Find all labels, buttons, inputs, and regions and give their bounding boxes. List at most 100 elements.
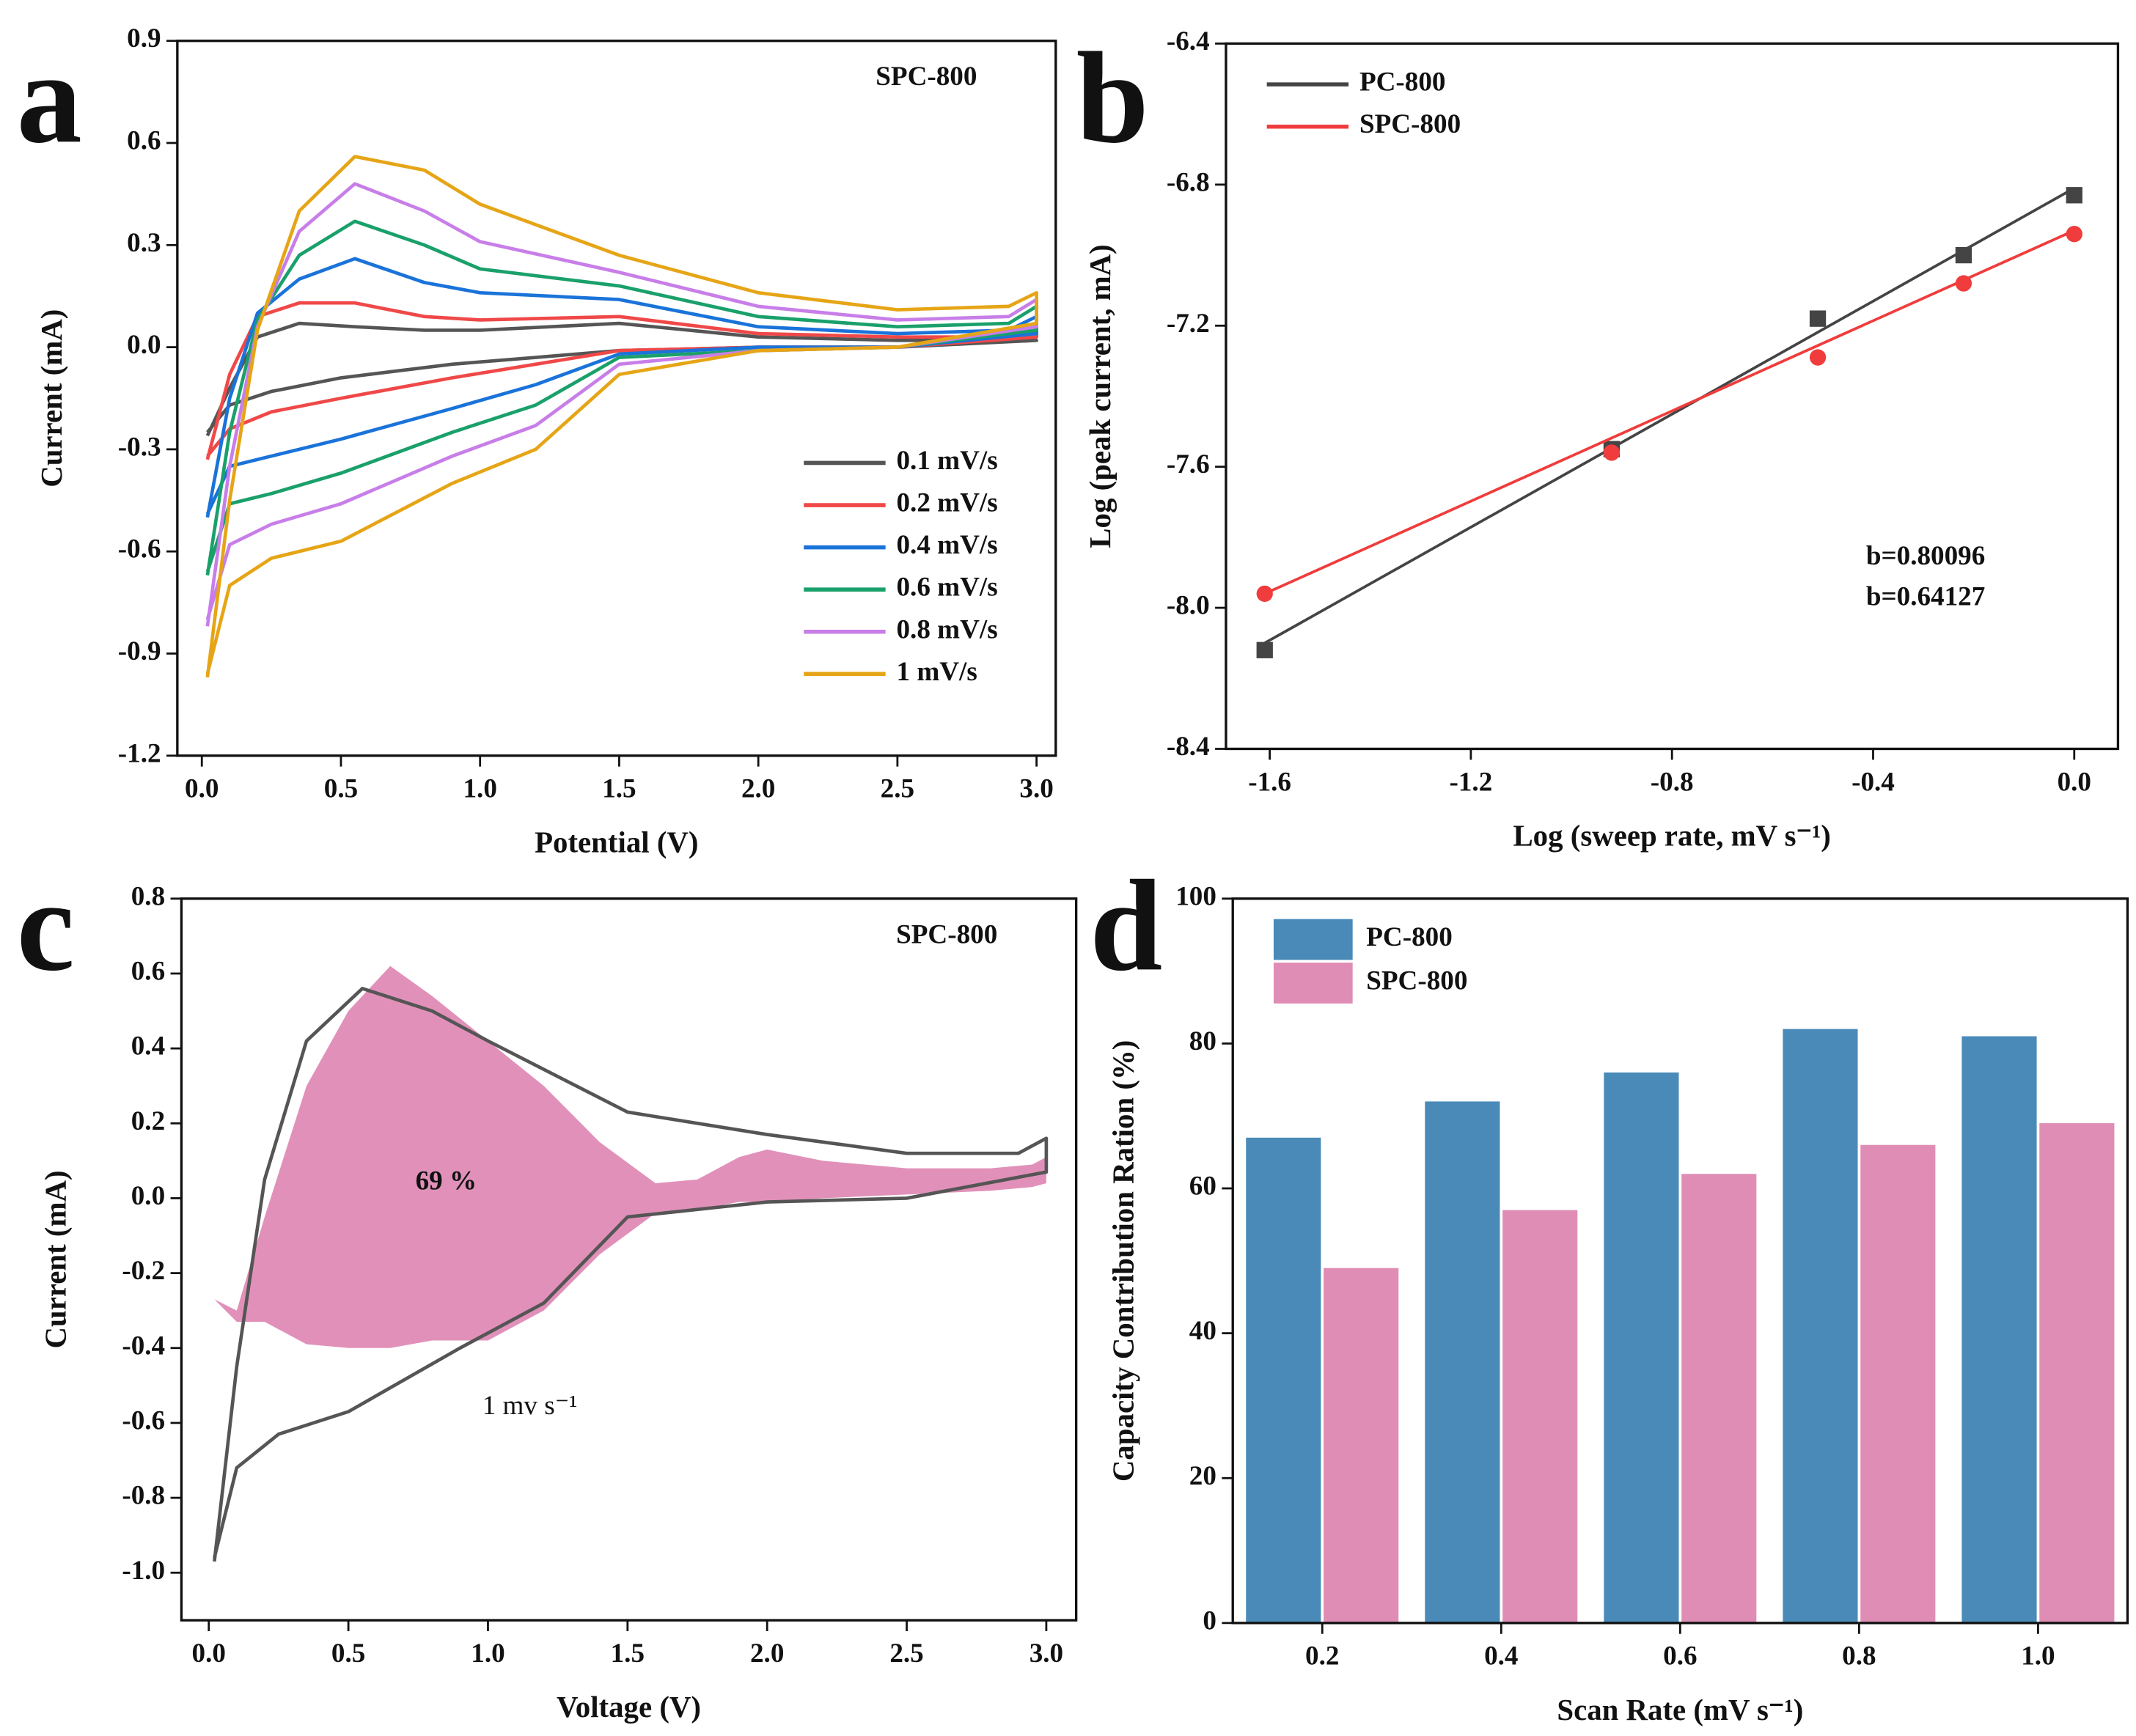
y-tick-label: 40 (1189, 1316, 1216, 1346)
y-axis-title: Current (mA) (40, 1170, 73, 1348)
y-tick-label: 0.6 (131, 956, 165, 986)
point (1955, 246, 1972, 264)
slope-label: b=0.80096 (1866, 541, 1985, 571)
bar (1604, 1072, 1679, 1623)
legend-label: 0.1 mV/s (896, 446, 997, 476)
point (1256, 641, 1273, 658)
bar (1324, 1268, 1399, 1623)
legend-label: 0.8 mV/s (896, 614, 997, 644)
legend-label: SPC-800 (1359, 109, 1461, 139)
x-tick-label: -1.2 (1450, 767, 1493, 797)
panel-letter: a (17, 25, 82, 170)
point (1809, 349, 1827, 366)
plot-frame (1225, 42, 2120, 751)
y-tick-label: 80 (1189, 1026, 1216, 1056)
x-tick-label: 2.5 (881, 774, 914, 804)
fit-line (1263, 187, 2075, 644)
y-tick-label: 0.9 (127, 23, 161, 54)
point (1603, 444, 1621, 461)
panel-letter: d (1090, 853, 1162, 998)
y-tick-label: 0.8 (131, 881, 165, 911)
bar (1783, 1029, 1858, 1623)
x-tick-label: 0.8 (1842, 1641, 1876, 1671)
y-tick-label: -8.0 (1167, 591, 1210, 621)
annotation: 1 mv s⁻¹ (482, 1391, 578, 1421)
cv-curve (213, 987, 1049, 1562)
x-tick-label: 2.5 (889, 1638, 923, 1669)
x-axis-title: Log (sweep rate, mV s⁻¹) (1513, 819, 1830, 852)
x-tick-label: 0.0 (2058, 767, 2091, 797)
y-tick-label: -1.2 (118, 738, 161, 768)
y-tick-label: -6.4 (1167, 26, 1210, 56)
annotation: 69 % (416, 1166, 477, 1196)
legend-label: 0.6 mV/s (896, 573, 997, 603)
x-tick-label: -0.8 (1651, 767, 1694, 797)
slope-label: b=0.64127 (1866, 582, 1985, 612)
x-tick-label: 1.0 (2021, 1641, 2055, 1671)
y-tick-label: 0.4 (131, 1031, 165, 1062)
y-tick-label: -0.3 (118, 432, 161, 462)
y-tick-label: 0.0 (127, 330, 161, 360)
y-axis-title: Current (mA) (35, 309, 68, 488)
point (2066, 187, 2082, 204)
x-tick-label: -0.4 (1851, 767, 1895, 797)
y-tick-label: 0.6 (127, 126, 161, 156)
x-tick-label: 1.5 (611, 1638, 645, 1669)
y-tick-label: 0.3 (127, 228, 161, 258)
y-tick-label: -0.6 (122, 1405, 165, 1435)
cv-curve (205, 182, 1038, 627)
x-tick-label: 0.0 (192, 1638, 226, 1669)
legend-label: SPC-800 (1366, 966, 1467, 996)
legend-label: PC-800 (1359, 67, 1446, 98)
panel-title: SPC-800 (876, 62, 977, 92)
cv-curve (205, 321, 1038, 437)
legend-swatch (1273, 963, 1353, 1004)
y-tick-label: 0 (1203, 1606, 1216, 1636)
point (1256, 585, 1273, 602)
x-axis-title: Potential (V) (535, 826, 698, 859)
y-tick-label: -8.4 (1167, 732, 1210, 762)
point (1955, 275, 1972, 292)
bar (1681, 1174, 1757, 1623)
bar (1246, 1137, 1321, 1623)
y-tick-label: -0.2 (122, 1256, 165, 1286)
y-tick-label: 20 (1189, 1461, 1216, 1491)
plot-frame (176, 40, 1057, 757)
x-tick-label: 2.0 (741, 774, 775, 804)
y-tick-label: -0.6 (118, 534, 161, 564)
y-tick-label: -0.8 (122, 1481, 165, 1511)
panel-letter: c (17, 853, 75, 998)
x-tick-label: 3.0 (1030, 1638, 1063, 1669)
bar (1502, 1210, 1578, 1623)
x-tick-label: 0.5 (331, 1638, 365, 1669)
panel-title: SPC-800 (896, 919, 997, 949)
x-axis-title: Scan Rate (mV s⁻¹) (1557, 1693, 1803, 1726)
legend-swatch (1273, 919, 1353, 960)
y-tick-label: -7.6 (1167, 449, 1210, 479)
legend-label: 0.2 mV/s (896, 488, 997, 518)
y-tick-label: 0.0 (131, 1181, 165, 1211)
x-tick-label: 0.4 (1484, 1641, 1518, 1671)
cv-curve (205, 155, 1038, 678)
capacitive-area (214, 966, 1046, 1348)
cv-curve (205, 257, 1038, 518)
bar (2039, 1123, 2115, 1623)
panel-letter: b (1076, 25, 1149, 170)
y-tick-label: -7.2 (1167, 309, 1210, 339)
fit-line (1263, 229, 2075, 595)
legend-label: 1 mV/s (896, 657, 977, 687)
x-tick-label: 1.5 (602, 774, 636, 804)
x-tick-label: 1.0 (471, 1638, 504, 1669)
y-tick-label: -6.8 (1167, 167, 1210, 197)
cv-curve (205, 219, 1038, 576)
x-tick-label: 0.6 (1663, 1641, 1697, 1671)
x-tick-label: 2.0 (750, 1638, 784, 1669)
bar (1860, 1144, 1936, 1623)
y-tick-label: 60 (1189, 1172, 1216, 1202)
y-tick-label: -0.9 (118, 636, 161, 666)
y-tick-label: 100 (1175, 881, 1216, 911)
x-tick-label: 0.0 (185, 774, 219, 804)
x-tick-label: -1.6 (1248, 767, 1291, 797)
x-tick-label: 1.0 (463, 774, 496, 804)
